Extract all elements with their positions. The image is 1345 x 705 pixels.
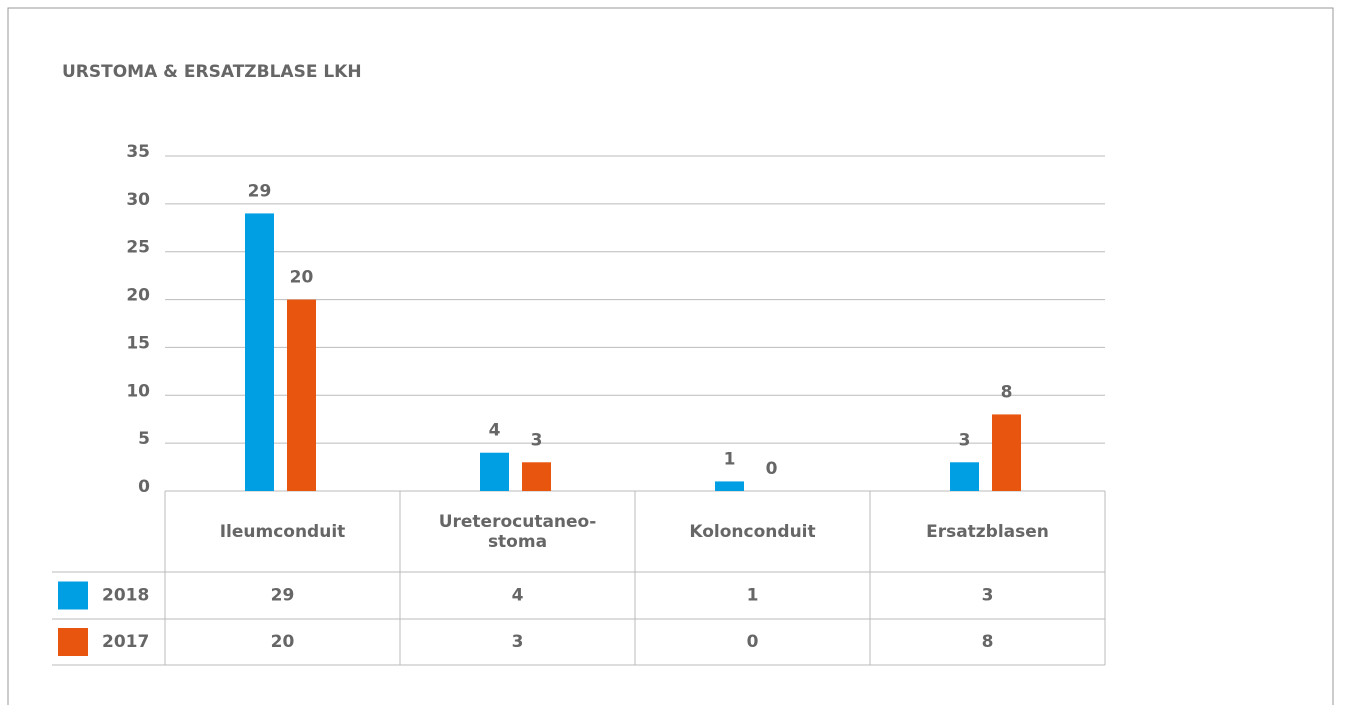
table-cell: 29 xyxy=(271,586,295,606)
data-label: 0 xyxy=(766,459,778,479)
y-tick-label: 35 xyxy=(126,142,150,162)
y-tick-label: 25 xyxy=(126,238,150,258)
frame xyxy=(7,7,1334,705)
data-label: 8 xyxy=(1001,382,1013,402)
x-tick-label: Ileumconduit xyxy=(219,521,346,542)
y-tick-label: 30 xyxy=(126,190,150,210)
table-cell: 3 xyxy=(982,586,994,606)
table-cell: 8 xyxy=(982,632,994,652)
bar xyxy=(287,299,316,491)
legend-label: 2017 xyxy=(102,632,149,652)
table-cell: 1 xyxy=(747,586,759,606)
data-label: 1 xyxy=(724,449,736,469)
data-label: 3 xyxy=(531,430,543,450)
bar xyxy=(950,462,979,491)
y-tick-label: 15 xyxy=(126,333,150,353)
y-tick-label: 20 xyxy=(126,286,150,306)
y-tick-label: 0 xyxy=(138,477,150,497)
data-label: 3 xyxy=(959,430,971,450)
chart-title: URSTOMA & ERSATZBLASE LKH xyxy=(62,62,362,82)
legend-swatch xyxy=(58,628,88,656)
data-label: 4 xyxy=(489,421,501,441)
x-tick-label-box: Ureterocutaneo-stoma xyxy=(438,511,597,552)
y-tick-label: 5 xyxy=(138,429,150,449)
data-label: 29 xyxy=(248,181,272,201)
bar xyxy=(715,481,744,491)
y-tick-label: 10 xyxy=(126,381,150,401)
data-label: 20 xyxy=(290,268,314,288)
table-cell: 4 xyxy=(512,586,524,606)
bar xyxy=(480,452,509,491)
table-cell: 0 xyxy=(747,632,759,652)
legend-swatch xyxy=(58,581,88,610)
table-cell: 3 xyxy=(512,632,524,652)
bar xyxy=(245,213,274,491)
bar xyxy=(522,462,551,491)
x-tick-label-box: Ileumconduit xyxy=(219,521,346,542)
x-tick-label-box: Kolonconduit xyxy=(689,521,816,542)
x-tick-label-box: Ersatzblasen xyxy=(926,521,1049,542)
bar xyxy=(992,414,1021,491)
x-tick-label: Ureterocutaneo-stoma xyxy=(438,511,597,552)
x-tick-label: Ersatzblasen xyxy=(926,521,1049,542)
x-tick-label: Kolonconduit xyxy=(689,521,816,542)
table-cell: 20 xyxy=(271,632,295,652)
legend-label: 2018 xyxy=(102,586,149,606)
